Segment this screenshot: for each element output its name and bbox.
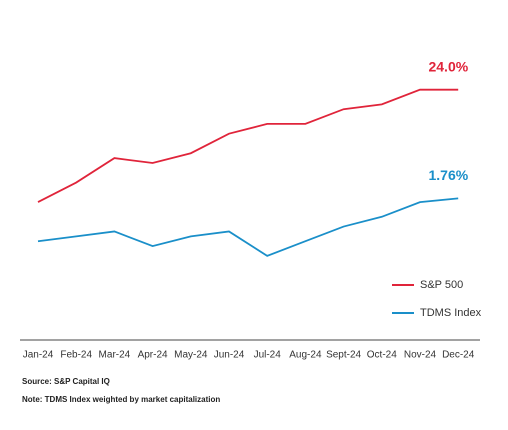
end-label: 24.0%	[428, 58, 468, 74]
legend-label: S&P 500	[420, 279, 463, 291]
x-tick-label: Dec-24	[442, 350, 475, 361]
x-tick-label: Nov-24	[404, 350, 437, 361]
x-tick-label: Jan-24	[23, 350, 54, 361]
line-series	[37, 88, 459, 203]
footnote: Note: TDMS Index weighted by market capi…	[22, 395, 220, 404]
x-tick-label: Mar-24	[99, 350, 131, 361]
legend-label: TDMS Index	[420, 307, 482, 319]
end-label: 1.76%	[428, 167, 468, 183]
x-tick-label: Aug-24	[289, 350, 322, 361]
x-tick-label: Apr-24	[138, 350, 168, 361]
x-tick-label: Feb-24	[60, 350, 92, 361]
line-series	[37, 197, 459, 257]
x-tick-label: Jun-24	[214, 350, 245, 361]
x-tick-label: Jul-24	[254, 350, 282, 361]
x-tick-label: Oct-24	[367, 350, 397, 361]
x-tick-label: May-24	[174, 350, 208, 361]
x-tick-label: Sept-24	[326, 350, 361, 361]
footnote: Source: S&P Capital IQ	[22, 377, 110, 386]
